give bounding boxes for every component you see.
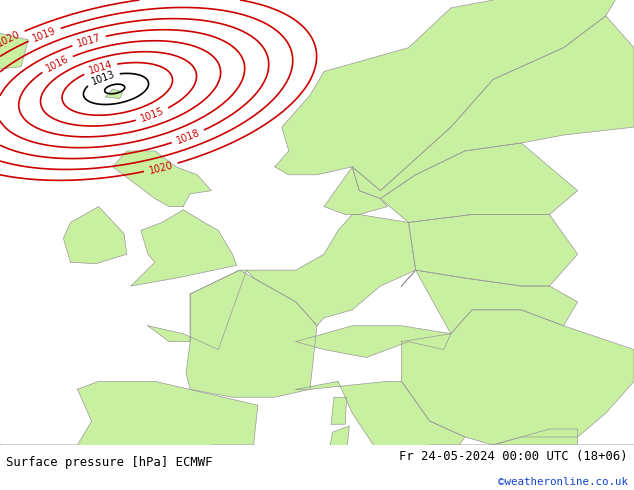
Polygon shape xyxy=(331,397,347,424)
Text: 1018: 1018 xyxy=(175,128,201,146)
Polygon shape xyxy=(131,210,236,286)
Polygon shape xyxy=(296,381,465,485)
Polygon shape xyxy=(106,89,122,98)
Polygon shape xyxy=(401,215,578,286)
Text: 1013: 1013 xyxy=(89,69,116,87)
Text: 1020: 1020 xyxy=(148,160,174,175)
Polygon shape xyxy=(401,310,634,445)
Polygon shape xyxy=(296,326,451,358)
Polygon shape xyxy=(113,151,211,207)
Polygon shape xyxy=(380,143,578,222)
Polygon shape xyxy=(186,270,317,397)
Polygon shape xyxy=(0,445,141,490)
Text: ©weatheronline.co.uk: ©weatheronline.co.uk xyxy=(498,477,628,487)
Polygon shape xyxy=(63,207,127,264)
Text: 1020: 1020 xyxy=(0,28,22,49)
Polygon shape xyxy=(247,215,416,326)
Text: Surface pressure [hPa] ECMWF: Surface pressure [hPa] ECMWF xyxy=(6,456,213,468)
Polygon shape xyxy=(0,445,634,490)
Polygon shape xyxy=(77,381,258,490)
Text: 1019: 1019 xyxy=(31,25,58,44)
Polygon shape xyxy=(148,270,247,349)
Text: 1015: 1015 xyxy=(139,106,165,124)
Text: 1016: 1016 xyxy=(44,53,70,74)
Polygon shape xyxy=(401,270,578,334)
Text: 1014: 1014 xyxy=(87,60,113,76)
Text: Fr 24-05-2024 00:00 UTC (18+06): Fr 24-05-2024 00:00 UTC (18+06) xyxy=(399,450,628,463)
Polygon shape xyxy=(275,0,634,191)
Polygon shape xyxy=(353,16,634,198)
Polygon shape xyxy=(493,429,578,490)
Polygon shape xyxy=(327,426,349,464)
Text: 1017: 1017 xyxy=(75,32,102,49)
Polygon shape xyxy=(0,24,28,74)
Polygon shape xyxy=(324,167,387,215)
